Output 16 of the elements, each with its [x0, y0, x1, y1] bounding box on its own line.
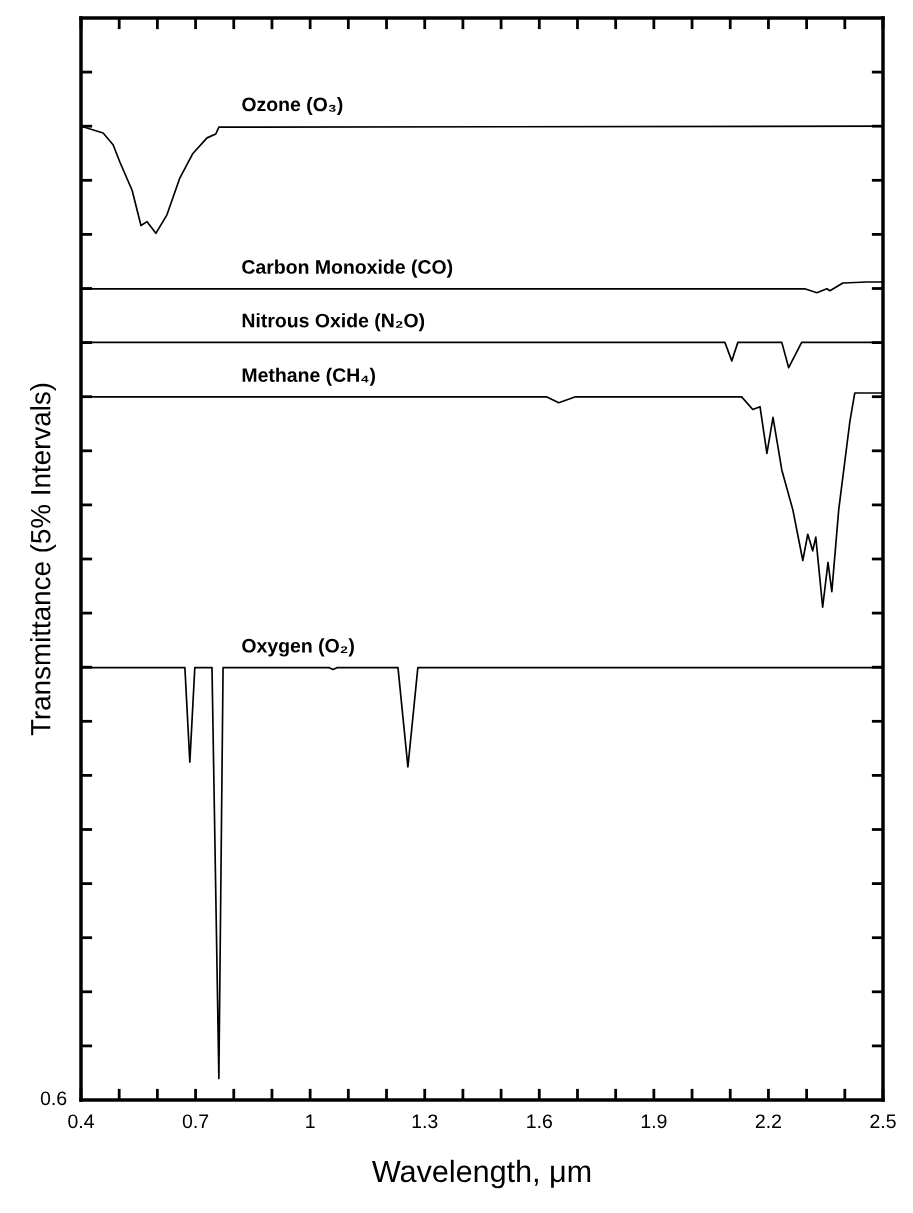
- series-label: Carbon Monoxide (CO): [242, 259, 453, 278]
- x-axis-title: Wavelength, μm: [372, 1159, 591, 1189]
- y-axis-title: Transmittance (5% Intervals): [30, 383, 56, 736]
- series-label: Oxygen (O₂): [242, 638, 354, 657]
- x-tick-label: 1.6: [527, 1114, 552, 1129]
- x-tick-label: 1.3: [412, 1114, 438, 1129]
- x-tick-label: 1: [306, 1114, 315, 1128]
- text: 0.6: [40, 1091, 67, 1106]
- x-tick-label: 2.2: [755, 1114, 781, 1128]
- series-label: Methane (CH₄): [242, 367, 376, 386]
- x-tick-label: 0.7: [182, 1114, 209, 1129]
- x-tick-label: 2.5: [870, 1114, 896, 1129]
- series-label: Ozone (O₃): [242, 96, 343, 116]
- x-tick-label: 1.9: [641, 1114, 667, 1129]
- series-label: Nitrous Oxide (N₂O): [242, 313, 425, 332]
- x-tick-label: 0.4: [68, 1114, 94, 1129]
